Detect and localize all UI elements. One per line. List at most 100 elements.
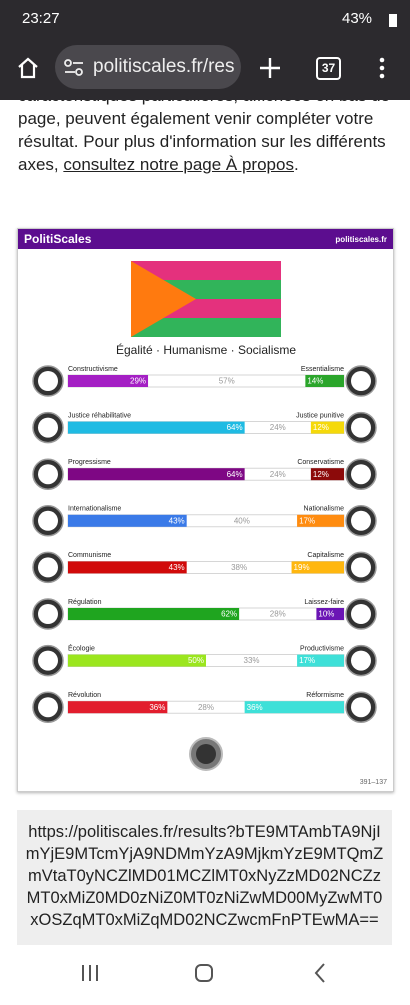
right-value: 17% [299,656,315,665]
battery: 43% [342,10,373,27]
new-tab[interactable] [258,56,282,80]
icon-inner [38,417,58,438]
back-button[interactable] [314,963,325,983]
right-name: Conservatisme [297,459,344,466]
paragraph: caractéristiques particulières, affichée… [18,100,398,176]
left-bar [68,608,240,620]
neutral-value: 40% [234,516,250,525]
left-bar [68,375,149,387]
neutral-value: 28% [198,703,214,712]
right-name: Nationalisme [304,506,345,513]
status-bar: 23:27 43% [0,0,410,36]
left-bar [68,654,206,667]
icon-inner [351,557,371,578]
clock: 23:27 [22,10,60,27]
left-value: 43% [169,563,185,572]
right-value: 12% [313,423,329,432]
right-bar [291,561,344,574]
left-value: 29% [130,377,146,386]
result-url-text: https://politiscales.fr/results?bTE9MTAm… [25,823,384,929]
result-url[interactable]: https://politiscales.fr/results?bTE9MTAm… [17,810,392,945]
neutral-value: 38% [231,563,247,572]
left-name: Progressisme [68,459,111,466]
nav-icons [82,963,325,983]
icon-inner [351,650,371,671]
left-value: 64% [227,470,243,479]
tab-count-text: 37 [321,61,336,75]
right-value: 36% [247,703,263,712]
left-value: 62% [221,610,237,619]
right-value: 17% [299,516,315,525]
right-name: Justice punitive [296,412,344,419]
browser-bar: politiscales.fr/res 37 [0,36,410,100]
paragraph-text: caractéristiques particulières, affichée… [18,100,390,174]
about-link[interactable]: consultez notre page À propos [63,155,294,174]
left-name: Communisme [68,552,111,559]
left-name: Régulation [68,599,102,606]
right-bar [310,421,344,434]
neutral-value: 57% [219,377,235,386]
right-name: Réformisme [306,692,344,699]
right-bar [297,654,344,667]
left-name: Révolution [68,692,101,699]
flag [131,261,281,337]
right-bar [305,375,344,387]
icon-inner [351,464,371,485]
icon-inner [38,557,58,578]
right-bar [316,608,344,620]
slogan: Égalité · Humanisme · Socialisme [116,342,296,357]
neutral-value: 28% [270,610,286,619]
icon-inner [351,697,371,718]
neutral-value: 24% [270,423,286,432]
icon-inner [38,464,58,485]
left-name: Justice réhabilitative [68,412,131,419]
card-footer: 391–137 [360,779,387,786]
result-card: PolitiScales politiscales.fr Égalité · H… [17,228,394,792]
right-value: 19% [294,563,310,572]
right-name: Laissez-faire [304,599,344,606]
left-value: 36% [149,703,165,712]
right-value: 12% [313,470,329,479]
tab-count[interactable]: 37 [316,57,341,80]
badge-inner [196,744,216,764]
left-bar [68,561,187,574]
left-value: 50% [188,656,204,665]
right-value: 14% [307,377,323,386]
right-bar [244,701,344,714]
icon-inner [38,371,58,391]
url-text: politiscales.fr/res [93,56,235,77]
right-name: Essentialisme [301,366,344,373]
right-value: 10% [318,610,334,619]
left-bar [68,701,168,714]
icon-inner [351,604,371,624]
card-header [18,229,393,249]
home-nav-button[interactable] [195,964,213,982]
left-bar [68,468,245,481]
nav-bar [0,950,410,1000]
right-name: Capitalisme [307,552,344,559]
left-name: Écologie [68,643,95,652]
icon-inner [351,371,371,391]
menu[interactable] [378,56,386,80]
icon-inner [351,510,371,531]
site: politiscales.fr [335,235,387,244]
address-bar[interactable]: politiscales.fr/res [55,45,241,89]
right-bar [297,514,344,527]
left-bar [68,514,187,527]
recents-button[interactable] [82,965,98,981]
brand: PolitiScales [24,232,92,246]
neutral-value: 24% [270,470,286,479]
icon-inner [38,697,58,718]
battery-icon [389,14,397,27]
icon-inner [38,510,58,531]
paragraph-end: . [293,155,299,174]
home-button[interactable] [16,56,40,80]
icon-inner [38,604,58,624]
left-value: 64% [227,423,243,432]
left-bar [68,421,245,434]
right-name: Productivisme [300,645,344,652]
site-settings[interactable] [64,59,84,77]
left-name: Constructivisme [68,366,118,373]
